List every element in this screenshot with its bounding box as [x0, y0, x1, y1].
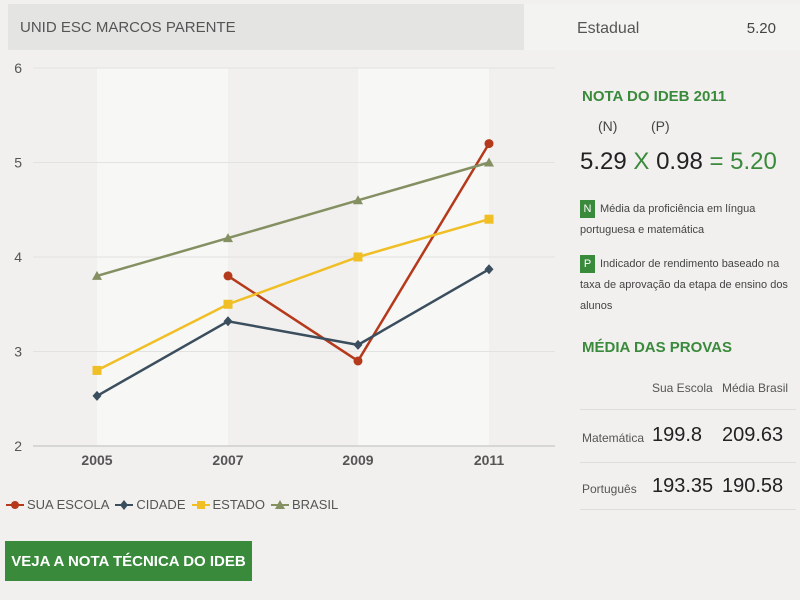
legend-item-brasil: BRASIL: [271, 497, 338, 512]
data-point-sua-escola: [223, 271, 233, 281]
p-description: P Indicador de rendimento baseado na taxa…: [580, 254, 798, 317]
data-point-estado: [223, 299, 233, 309]
y-tick-label: 6: [14, 60, 22, 76]
series-line-estado: [96, 217, 490, 372]
data-point-brasil: [484, 157, 494, 167]
n-description-text: Média da proficiência em língua portugue…: [580, 203, 756, 236]
data-point-estado: [92, 365, 102, 375]
legend-label: ESTADO: [212, 497, 266, 512]
math-brasil-score: 209.63: [722, 424, 784, 446]
data-point-estado: [353, 252, 363, 262]
diamond-marker-icon: [115, 499, 134, 510]
row-label-math: Matemática: [582, 431, 645, 445]
chart-legend: SUA ESCOLA CIDADE ESTADO BRASIL: [6, 497, 344, 512]
legend-item-estado: ESTADO: [191, 497, 266, 512]
portuguese-school-score: 193.35: [652, 475, 714, 497]
ideb-technical-note-button[interactable]: VEJA A NOTA TÉCNICA DO IDEB: [5, 541, 252, 581]
row-label-portuguese: Português: [582, 482, 637, 496]
p-label: (P): [651, 118, 670, 134]
table-divider: [580, 509, 796, 510]
legend-label: SUA ESCOLA: [27, 497, 110, 512]
table-divider: [580, 462, 796, 463]
series-line-brasil: [96, 161, 490, 278]
data-point-sua-escola: [484, 139, 494, 149]
n-badge: N: [580, 200, 595, 219]
col-header-brasil: Média Brasil: [722, 381, 789, 395]
ideb-formula: 5.29 X 0.98 = 5.20: [580, 148, 777, 176]
y-tick-label: 4: [14, 249, 22, 265]
square-marker-icon: [191, 500, 210, 509]
math-school-score: 199.8: [652, 424, 703, 446]
portuguese-brasil-score: 190.58: [722, 475, 784, 497]
network-label: Estadual: [577, 20, 640, 37]
legend-label: CIDADE: [136, 497, 186, 512]
p-badge: P: [580, 255, 595, 274]
data-point-brasil: [223, 233, 233, 243]
y-tick-label: 5: [14, 155, 22, 171]
data-point-cidade: [223, 316, 233, 327]
table-divider: [580, 409, 796, 410]
legend-item-sua-escola: SUA ESCOLA: [6, 497, 109, 512]
circle-marker-icon: [6, 500, 24, 509]
ideb-score-title: NOTA DO IDEB 2011: [582, 88, 727, 105]
series-line-cidade: [96, 268, 490, 398]
x-tick-label: 2005: [81, 452, 112, 468]
data-point-cidade: [484, 264, 494, 275]
p-description-text: Indicador de rendimento baseado na taxa …: [580, 258, 788, 312]
x-tick-label: 2009: [342, 452, 373, 468]
tests-average-title: MÉDIA DAS PROVAS: [582, 339, 733, 356]
col-header-school: Sua Escola: [652, 381, 713, 395]
x-tick-label: 2007: [212, 452, 243, 468]
p-value: 0.98: [656, 148, 703, 175]
header-bar: UNID ESC MARCOS PARENTE Estadual 5.20: [0, 0, 800, 50]
y-tick-label: 2: [14, 438, 22, 454]
data-point-brasil: [353, 195, 363, 205]
school-name-box: UNID ESC MARCOS PARENTE: [8, 4, 524, 50]
n-label: (N): [598, 118, 618, 134]
legend-label: BRASIL: [292, 497, 339, 512]
times-sign: X: [633, 148, 650, 175]
network-box: Estadual 5.20: [524, 4, 800, 50]
data-point-cidade: [353, 339, 363, 350]
network-value: 5.20: [746, 20, 776, 37]
triangle-marker-icon: [271, 499, 289, 509]
ideb-line-chart: 2 3 4 5 6 2005 2007 2009 2011: [14, 60, 555, 468]
n-value: 5.29: [580, 148, 627, 175]
x-tick-label: 2011: [474, 452, 505, 468]
school-name: UNID ESC MARCOS PARENTE: [20, 19, 236, 36]
legend-item-cidade: CIDADE: [115, 497, 186, 512]
data-point-cidade: [92, 390, 102, 401]
n-description: N Média da proficiência em língua portugu…: [580, 199, 798, 241]
ideb-result: = 5.20: [709, 148, 777, 175]
y-tick-label: 3: [14, 344, 22, 360]
data-point-sua-escola: [353, 356, 363, 366]
data-point-brasil: [92, 270, 102, 280]
data-point-estado: [484, 214, 494, 224]
